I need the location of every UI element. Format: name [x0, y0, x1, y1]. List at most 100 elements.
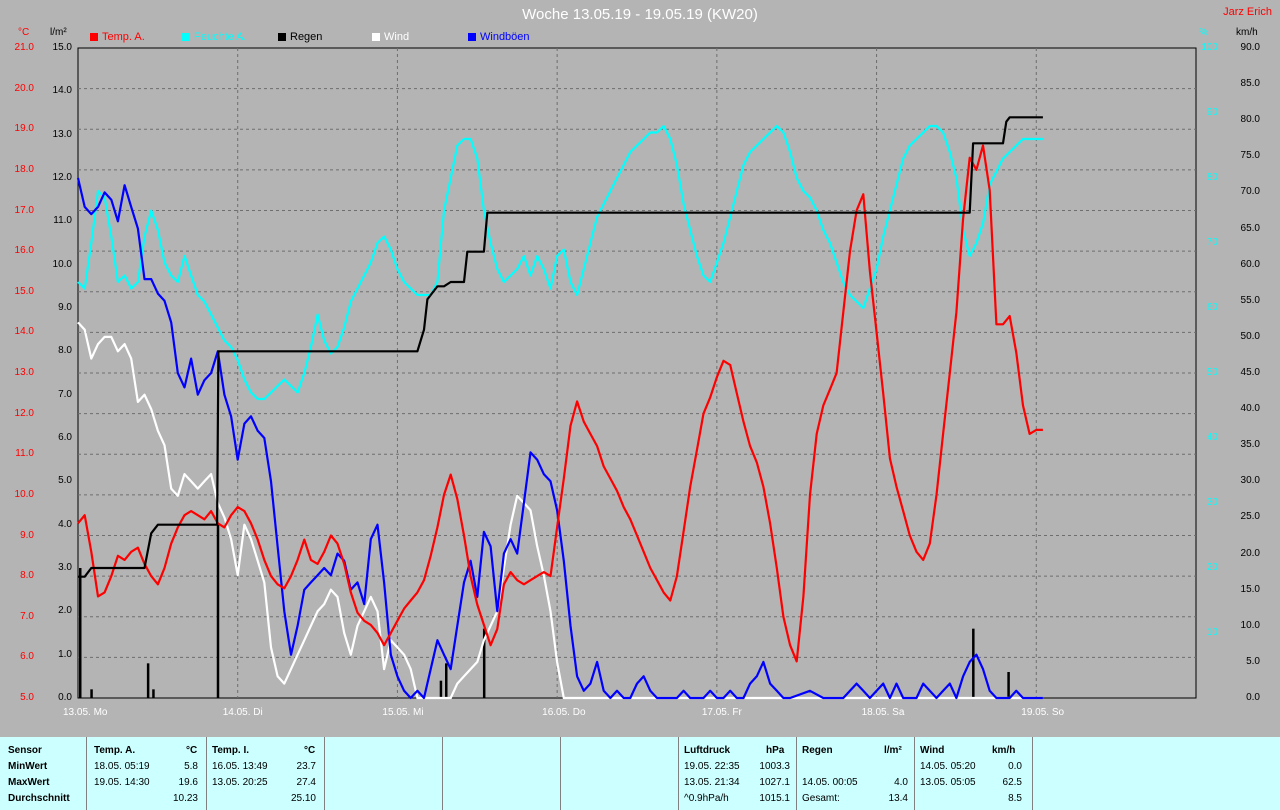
rain-bar — [482, 628, 486, 698]
x-tick-label: 17.05. Fr — [701, 707, 742, 718]
rain-bar — [216, 524, 220, 698]
wind-tick-label: 0.0 — [1246, 692, 1260, 703]
wind-tick-label: 60.0 — [1240, 258, 1260, 270]
wind-tick-label: 35.0 — [1240, 439, 1260, 451]
temp-tick-label: 21.0 — [14, 42, 34, 53]
row-label-max: MaxWert — [8, 777, 50, 788]
grid-lines — [78, 48, 1196, 698]
humidity-tick-label: 60 — [1206, 302, 1218, 313]
wind-max-value: 62.5 — [1002, 777, 1022, 788]
x-tick-label: 19.05. So — [1021, 707, 1065, 718]
temp-tick-label: 6.0 — [20, 651, 34, 663]
humidity-unit: % — [1199, 27, 1208, 38]
temp-tick-label: 10.0 — [14, 488, 34, 500]
rain-line — [78, 116, 1043, 578]
wind-unit: km/h — [1236, 27, 1258, 38]
temp-i-avg: 25.10 — [290, 793, 316, 804]
weather-chart — [76, 47, 1197, 700]
temp-i-max-value: 27.4 — [296, 777, 316, 788]
rain-tick-label: 1.0 — [58, 648, 72, 660]
temp-i-unit: °C — [304, 745, 316, 756]
temp-tick-label: 18.0 — [14, 163, 34, 175]
temp-a-max-value: 19.6 — [178, 777, 198, 788]
wind-max-time: 13.05. 05:05 — [920, 777, 976, 788]
temp-a-min-time: 18.05. 05:19 — [94, 761, 150, 772]
humidity-tick-label: 20 — [1206, 562, 1218, 573]
chart-title: Woche 13.05.19 - 19.05.19 (KW20) — [522, 6, 758, 23]
temp-tick-label: 11.0 — [15, 448, 34, 460]
humidity-tick-label: 80 — [1206, 172, 1218, 183]
temp-tick-label: 7.0 — [20, 610, 34, 622]
pressure-trend-value: 1015.1 — [759, 793, 790, 804]
legend-swatch — [182, 33, 190, 41]
rain-tick-label: 15.0 — [52, 42, 72, 53]
legend-wind: Wind — [372, 31, 409, 43]
rain-bar — [78, 568, 82, 698]
row-label-min: MinWert — [8, 761, 48, 772]
temp-tick-label: 15.0 — [14, 285, 34, 297]
series-lines — [76, 116, 1043, 700]
rain-tick-label: 7.0 — [58, 388, 72, 400]
wind-min-value: 0.0 — [1008, 761, 1022, 772]
wind-tick-label: 5.0 — [1246, 655, 1260, 667]
rain-bar — [146, 663, 150, 698]
temp-tick-label: 5.0 — [20, 692, 34, 703]
rain-tick-label: 5.0 — [58, 475, 72, 487]
temp-tick-label: 9.0 — [20, 529, 34, 541]
temp-a-max-time: 19.05. 14:30 — [94, 777, 150, 788]
row-label-avg: Durchschnitt — [8, 793, 70, 804]
pressure-max-time: 13.05. 21:34 — [684, 777, 740, 788]
humidity-tick-label: 70 — [1206, 237, 1218, 248]
rain-bar — [972, 628, 975, 698]
rain-tick-label: 2.0 — [58, 605, 72, 617]
rain-bar — [90, 689, 93, 698]
rain-unit: l/m² — [884, 745, 902, 756]
wind-tick-label: 55.0 — [1240, 294, 1260, 306]
legend-gusts: Windböen — [468, 31, 530, 43]
x-tick-label: 16.05. Do — [542, 707, 586, 718]
rain-tick-label: 8.0 — [58, 345, 72, 357]
x-tick-label: 18.05. Sa — [861, 707, 905, 718]
temp-unit: °C — [18, 27, 30, 38]
temp-a-min-value: 5.8 — [184, 761, 198, 772]
wind-unit: km/h — [992, 745, 1016, 756]
humidity-tick-label: 10 — [1206, 627, 1218, 638]
legend-swatch — [90, 33, 98, 41]
gust-line — [76, 177, 1043, 700]
temp-a-avg: 10.23 — [172, 793, 198, 804]
legend-swatch — [278, 33, 286, 41]
rain-max-time: 14.05. 00:05 — [802, 777, 858, 788]
wind-tick-label: 85.0 — [1240, 78, 1260, 90]
wind-tick-label: 50.0 — [1240, 330, 1260, 342]
pressure-min-value: 1003.3 — [759, 761, 790, 772]
rain-tick-label: 10.0 — [52, 258, 72, 270]
rain-unit: l/m² — [50, 27, 67, 38]
x-tick-label: 15.05. Mi — [382, 707, 424, 718]
wind-avg: 8.5 — [1008, 793, 1022, 804]
rain-bar — [152, 689, 155, 698]
temp-tick-label: 12.0 — [14, 407, 34, 419]
legend-humidity: Feuchte A. — [182, 31, 247, 43]
wind-tick-label: 70.0 — [1240, 186, 1260, 198]
wind-line — [77, 321, 1043, 700]
temp-tick-label: 19.0 — [14, 123, 34, 135]
x-tick-label: 14.05. Di — [222, 707, 263, 718]
temp-a-unit: °C — [186, 745, 198, 756]
rain-header: Regen — [802, 745, 833, 756]
pressure-min-time: 19.05. 22:35 — [684, 761, 740, 772]
pressure-header: Luftdruck — [684, 745, 731, 756]
rain-tick-label: 4.0 — [58, 518, 72, 530]
wind-tick-label: 40.0 — [1240, 403, 1260, 415]
pressure-trend-label: ^0.9hPa/h — [684, 793, 729, 804]
humidity-tick-label: 40 — [1206, 432, 1218, 443]
temp-a-header: Temp. A. — [94, 745, 136, 756]
wind-tick-label: 75.0 — [1240, 150, 1260, 162]
row-label-sensor: Sensor — [8, 745, 42, 756]
temp-tick-label: 8.0 — [20, 570, 34, 582]
wind-tick-label: 45.0 — [1240, 367, 1260, 378]
wind-tick-label: 10.0 — [1240, 619, 1260, 631]
legend-swatch — [372, 33, 380, 41]
temp-tick-label: 20.0 — [14, 82, 34, 94]
author-label: Jarz Erich — [1223, 6, 1272, 18]
rain-tick-label: 11.0 — [53, 215, 72, 227]
